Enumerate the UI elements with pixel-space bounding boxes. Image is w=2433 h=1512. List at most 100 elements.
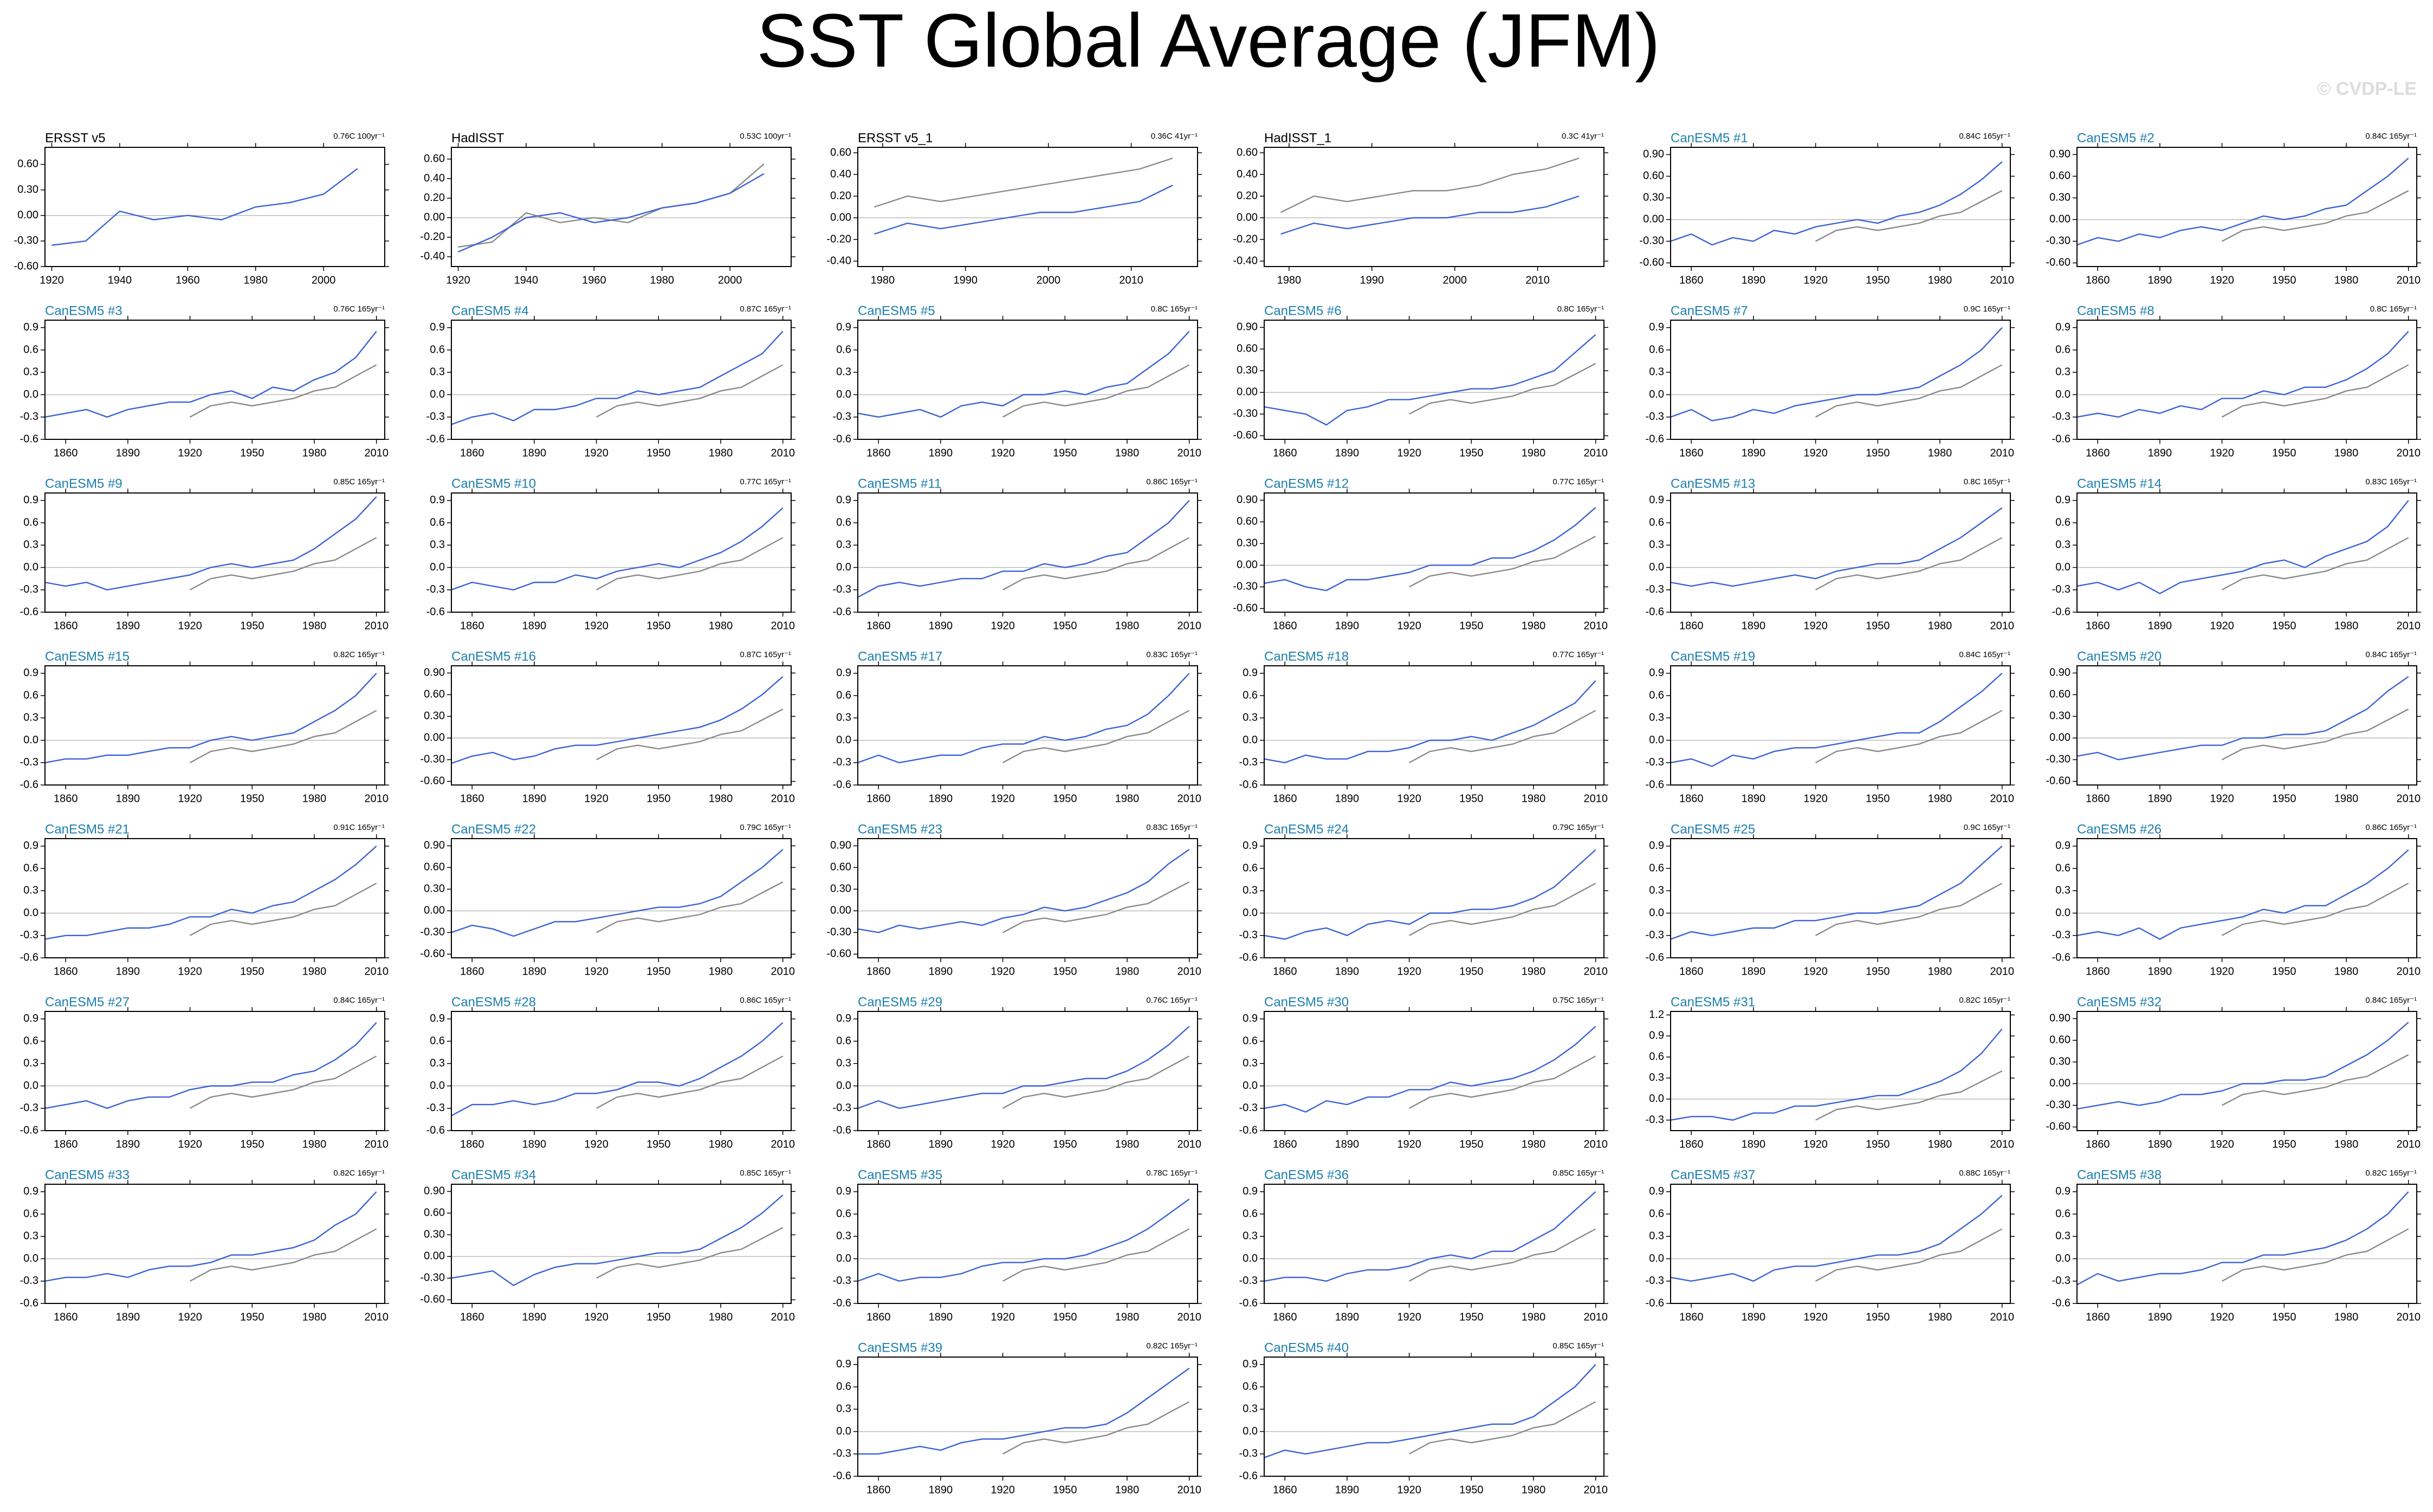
y-tick-label: 0.20	[1237, 190, 1258, 202]
x-tick-label: 2010	[364, 620, 389, 632]
x-tick-label: 1980	[1522, 1484, 1546, 1496]
y-tick-label: 0.6	[836, 1035, 851, 1047]
x-tick-label: 1920	[991, 620, 1015, 632]
x-tick-label: 1990	[954, 274, 978, 286]
y-tick-label: 0.30	[830, 883, 851, 895]
y-tick-label: 0.0	[836, 388, 851, 400]
plot-frame	[1264, 1011, 1604, 1131]
x-tick-label: 2010	[1990, 965, 2014, 977]
trend-label: 0.79C 165yr⁻¹	[1552, 823, 1604, 832]
x-tick-label: 1890	[2148, 793, 2172, 804]
y-tick-label: -0.3	[833, 756, 851, 768]
series-line	[596, 881, 784, 933]
plot-frame	[1264, 838, 1604, 958]
panel-title: CanESM5 #5	[858, 303, 935, 318]
x-tick-label: 1980	[709, 1311, 733, 1323]
trend-label: 0.82C 165yr⁻¹	[2365, 1169, 2417, 1178]
y-tick-label: 0.3	[1649, 712, 1664, 724]
y-tick-label: 0.0	[23, 734, 38, 746]
series-line	[451, 330, 784, 425]
y-tick-label: 0.3	[23, 539, 38, 551]
y-tick-label: -0.30	[1233, 581, 1258, 593]
y-tick-label: 0.6	[430, 343, 445, 355]
panel-title: CanESM5 #7	[1671, 303, 1748, 318]
y-tick-label: -0.30	[420, 754, 445, 765]
y-tick-label: 0.0	[23, 1253, 38, 1264]
series-line	[1815, 190, 2003, 242]
y-tick-label: 0.3	[836, 366, 851, 378]
plot-frame	[1264, 665, 1604, 786]
x-tick-label: 1980	[1522, 793, 1546, 804]
x-tick-label: 2010	[1177, 447, 1201, 459]
y-tick-label: 0.60	[424, 153, 445, 165]
x-tick-label: 2010	[2396, 620, 2421, 632]
panel: CanESM5 #32 0.84C 165yr⁻¹ 0.90 0.60 0.30 0.00…	[2046, 995, 2421, 1150]
x-tick-label: 1890	[1335, 1138, 1360, 1150]
x-tick-label: 1980	[1115, 620, 1140, 632]
series-line	[857, 330, 1190, 418]
y-tick-label: 0.3	[2055, 885, 2070, 897]
panel-title: CanESM5 #33	[45, 1167, 130, 1182]
y-tick-label: 0.90	[424, 1185, 445, 1197]
y-tick-label: 0.9	[836, 667, 851, 679]
y-tick-label: 0.3	[1649, 885, 1664, 897]
x-tick-label: 1860	[1273, 1138, 1297, 1150]
x-tick-label: 1890	[1742, 793, 1766, 804]
panel-title: CanESM5 #20	[2077, 649, 2162, 664]
y-tick-label: 0.9	[2055, 1185, 2070, 1197]
x-tick-label: 1920	[178, 1311, 202, 1323]
panel: CanESM5 #21 0.91C 165yr⁻¹ 0.9 0.6 0.3 0.0 -0.3…	[20, 822, 389, 977]
x-tick-label: 2010	[364, 965, 389, 977]
y-tick-label: 0.9	[23, 494, 38, 506]
panel-title: CanESM5 #9	[45, 476, 122, 491]
x-tick-label: 1860	[866, 1138, 891, 1150]
trend-label: 0.88C 165yr⁻¹	[1959, 1169, 2010, 1178]
x-tick-label: 1920	[1803, 274, 1828, 286]
y-tick-label: 0.90	[424, 840, 445, 852]
x-tick-label: 1950	[1866, 620, 1890, 632]
y-tick-label: 0.9	[430, 1013, 445, 1024]
x-tick-label: 1920	[1803, 793, 1828, 804]
x-tick-label: 1920	[1397, 1484, 1421, 1496]
y-tick-label: 0.00	[424, 211, 445, 223]
y-tick-label: 0.9	[23, 1013, 38, 1024]
series-line	[2222, 882, 2409, 936]
x-tick-label: 1980	[302, 793, 327, 804]
x-tick-label: 1890	[522, 965, 547, 977]
x-tick-label: 1890	[522, 1311, 547, 1323]
x-tick-label: 2010	[1583, 1138, 1608, 1150]
x-tick-label: 1890	[116, 447, 140, 459]
x-tick-label: 1980	[1522, 447, 1546, 459]
plot-frame	[1670, 1011, 2011, 1131]
panel-title: CanESM5 #24	[1264, 822, 1349, 836]
series-line	[596, 364, 784, 418]
y-tick-label: -0.3	[833, 1102, 851, 1114]
x-tick-label: 1920	[2210, 965, 2234, 977]
y-tick-label: 0.60	[424, 1207, 445, 1219]
series-line	[1002, 1401, 1190, 1455]
trend-label: 0.79C 165yr⁻¹	[740, 823, 791, 832]
panel-title: CanESM5 #30	[1264, 995, 1349, 1009]
y-tick-label: -0.3	[1239, 1102, 1258, 1114]
panel: CanESM5 #19 0.84C 165yr⁻¹ 0.9 0.6 0.3 0.0 -0.3…	[1646, 649, 2015, 804]
y-tick-label: 0.3	[23, 712, 38, 724]
series-line	[1409, 1055, 1596, 1109]
series-line	[451, 1195, 784, 1287]
y-tick-label: 0.3	[23, 885, 38, 897]
series-line	[1002, 537, 1190, 590]
trend-label: 0.85C 165yr⁻¹	[1552, 1341, 1604, 1351]
y-tick-label: 0.00	[2049, 1078, 2070, 1089]
x-tick-label: 2010	[364, 793, 389, 804]
panel-title: CanESM5 #40	[1264, 1340, 1349, 1355]
y-tick-label: -0.3	[426, 1102, 445, 1114]
y-tick-label: -0.3	[833, 1448, 851, 1459]
x-tick-label: 1950	[2272, 1311, 2296, 1323]
series-line	[2222, 1228, 2409, 1282]
y-tick-label: 0.30	[2049, 192, 2070, 204]
x-tick-label: 1980	[1928, 965, 1952, 977]
y-tick-label: 0.6	[1243, 862, 1258, 874]
series-line	[2076, 1191, 2409, 1286]
x-tick-label: 1920	[991, 793, 1015, 804]
y-tick-label: 0.90	[424, 667, 445, 679]
